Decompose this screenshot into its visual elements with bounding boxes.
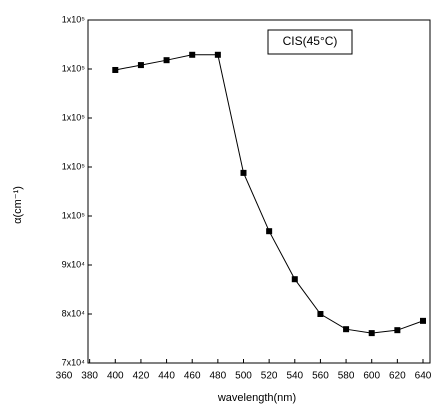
data-point [343, 326, 350, 333]
x-tick-label: 600 [363, 371, 380, 382]
series-line [115, 54, 424, 334]
x-tick-label: 380 [81, 371, 98, 382]
x-tick-label: 360 [56, 371, 73, 382]
annotation-box [267, 29, 353, 55]
y-axis-label: α(cm⁻¹) [12, 186, 24, 224]
x-tick-label: 560 [312, 371, 329, 382]
data-point [394, 327, 401, 334]
y-tick-label: 1x10⁵ [62, 14, 86, 24]
data-point [291, 276, 298, 283]
x-tick-label: 460 [184, 371, 201, 382]
y-tick-label: 7x10⁴ [62, 357, 86, 367]
x-axis-label: wavelength(nm) [217, 392, 296, 404]
data-point [214, 51, 221, 58]
data-point [137, 62, 144, 69]
x-tick-label: 480 [210, 371, 227, 382]
data-point [240, 169, 247, 176]
y-tick-label: 1x10⁵ [62, 210, 86, 220]
x-tick-label: 500 [235, 371, 252, 382]
plot-frame [87, 19, 431, 364]
y-tick-label: 1x10⁵ [62, 161, 86, 171]
x-tick-label: 540 [286, 371, 303, 382]
data-point [368, 330, 375, 337]
y-tick-label: 1x10⁵ [62, 63, 86, 73]
data-point [189, 51, 196, 58]
x-tick-label: 520 [261, 371, 278, 382]
y-tick-label: 9x10⁴ [62, 259, 86, 269]
data-point [420, 317, 426, 324]
data-point [163, 57, 170, 64]
y-tick-label: 1x10⁵ [62, 112, 86, 122]
x-tick-label: 400 [107, 371, 124, 382]
x-tick-label: 620 [389, 371, 406, 382]
x-tick-label: 580 [338, 371, 355, 382]
x-tick-label: 420 [133, 371, 150, 382]
x-tick-label: 640 [415, 371, 432, 382]
x-tick-label: 440 [158, 371, 175, 382]
y-tick-label: 8x10⁴ [62, 308, 86, 318]
data-point [112, 66, 119, 73]
data-point [317, 311, 324, 317]
data-point [266, 228, 273, 235]
annotation: CIS(45°C) [283, 34, 338, 48]
